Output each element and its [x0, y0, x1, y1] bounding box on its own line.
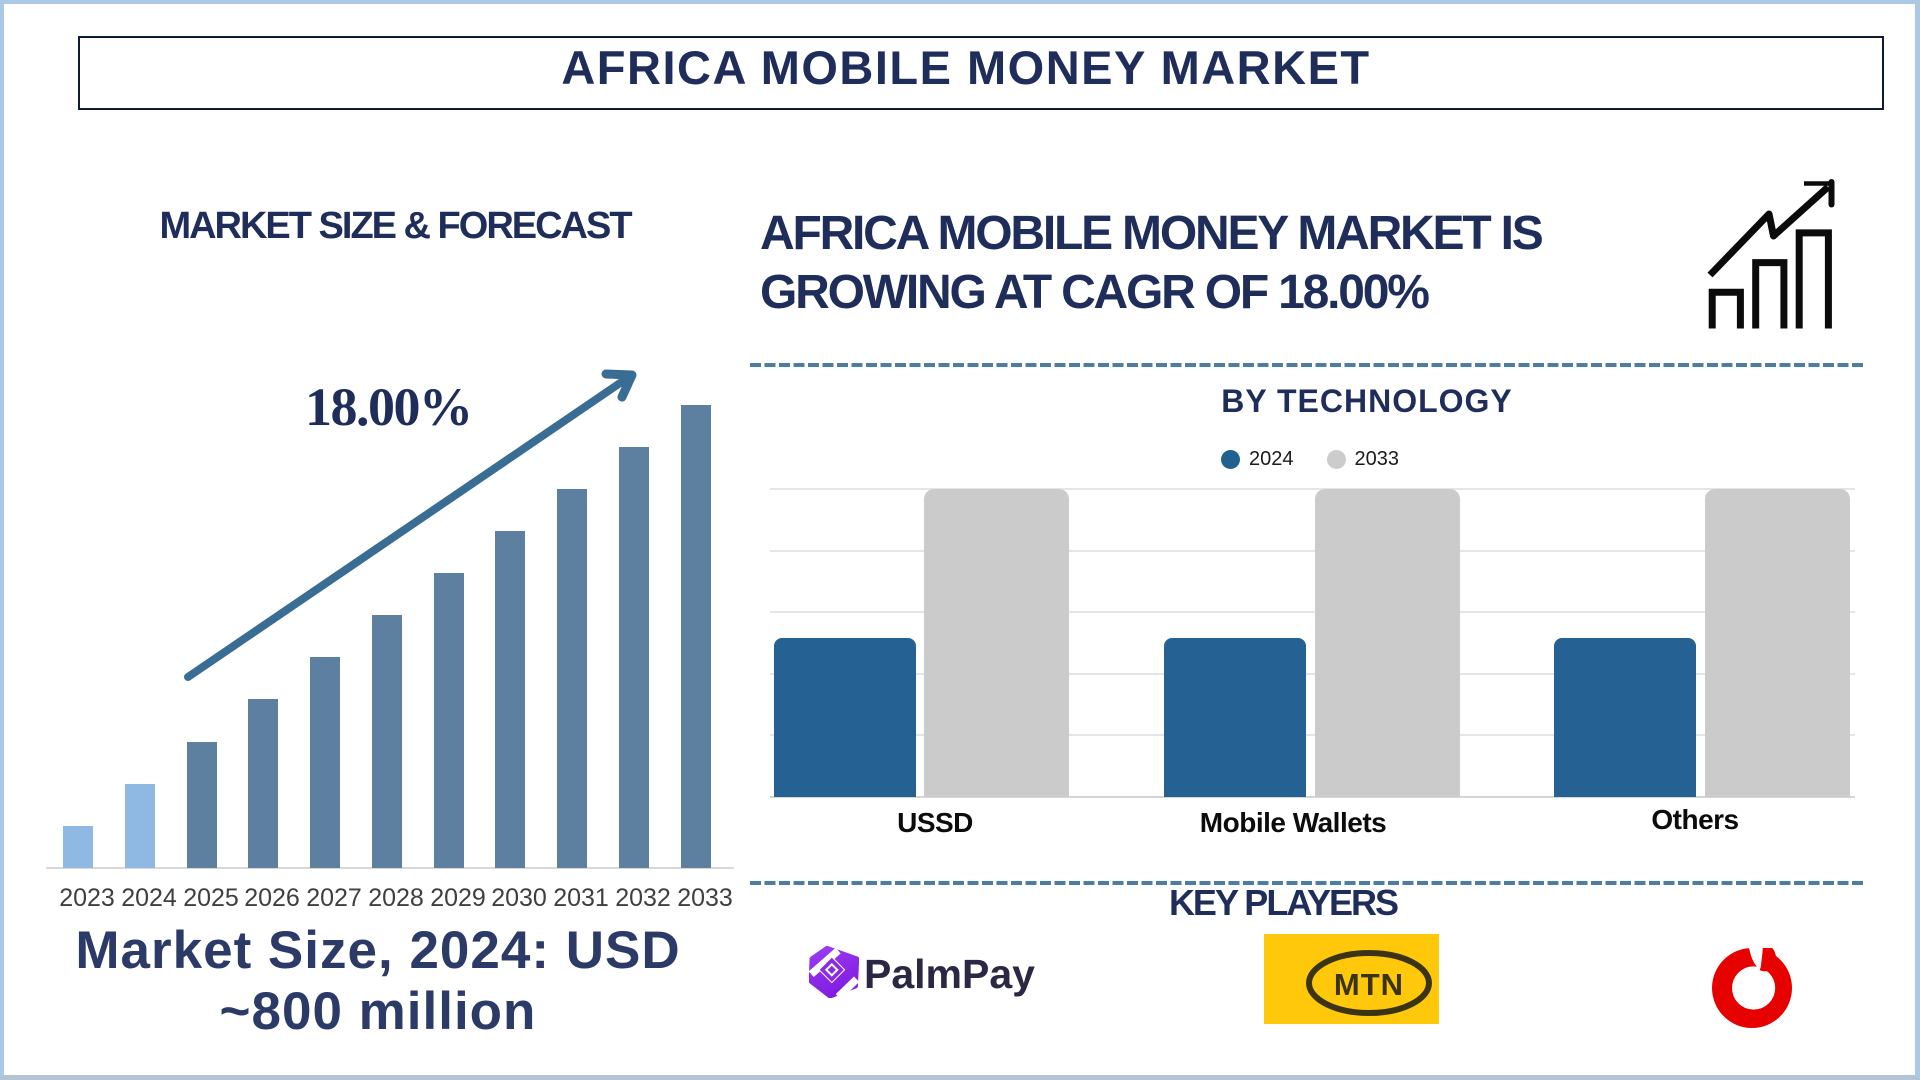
svg-text:MTN: MTN: [1334, 967, 1404, 1002]
